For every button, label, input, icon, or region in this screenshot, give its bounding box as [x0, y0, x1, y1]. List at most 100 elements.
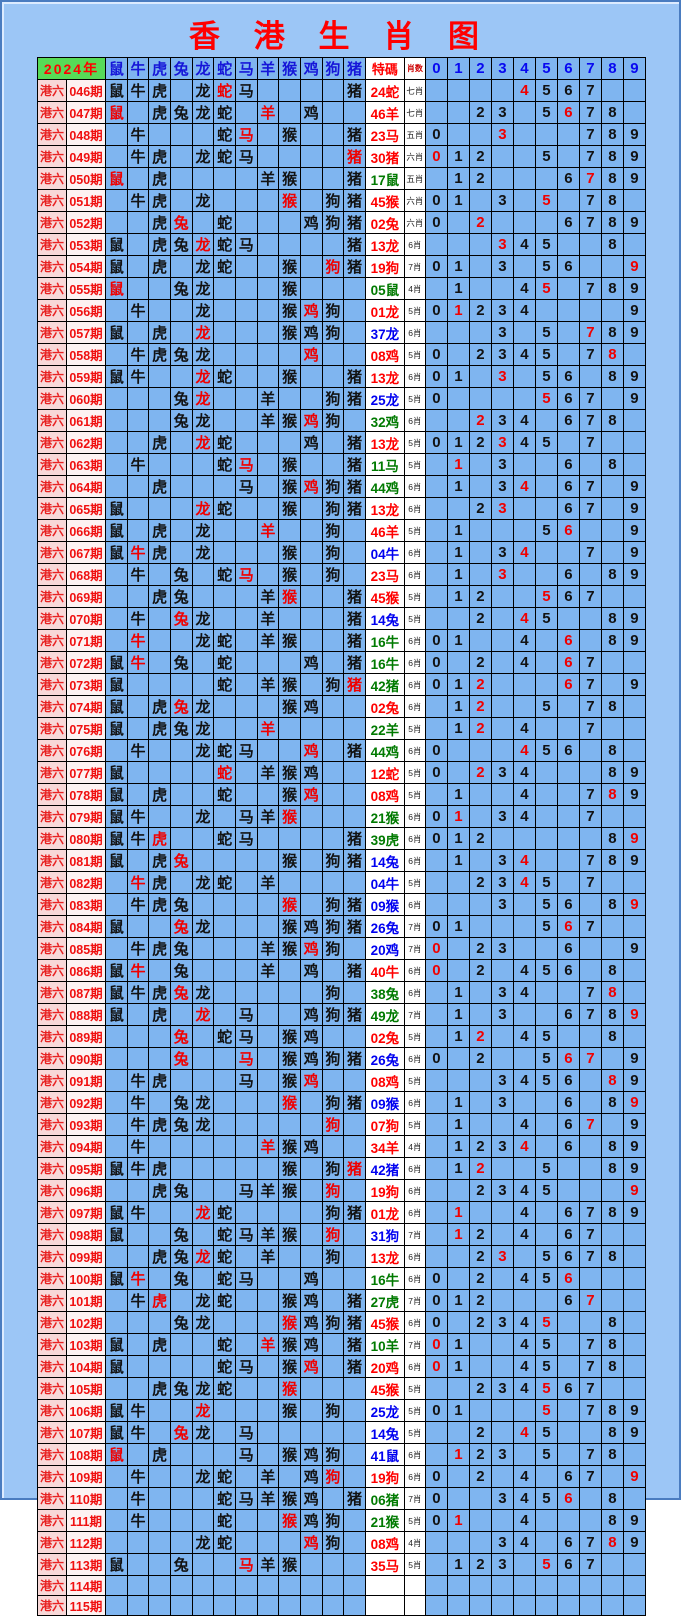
zodiac-cell-3: 兔: [169, 849, 193, 872]
digit-cell-2: 2: [468, 717, 492, 740]
digit-cell-9: 9: [622, 1201, 646, 1224]
zodiac-cell-6: 马: [234, 145, 258, 168]
digit-cell-0: 0: [424, 651, 448, 674]
zodiac-cell-8: [278, 1113, 301, 1136]
zodiac-cell-0: [105, 1135, 128, 1158]
zodiac-cell-0: 鼠: [105, 79, 128, 102]
digit-cell-1: [446, 321, 470, 344]
zodiac-cell-3: [169, 145, 193, 168]
digit-cell-4: 4: [512, 1223, 536, 1246]
table-row-082期: 港六 082期牛虎龙蛇羊 04牛 5肖 2 3 4 5 7: [37, 871, 646, 894]
zodiac-cell-9: [299, 167, 323, 190]
digit-cell-7: 7: [578, 673, 602, 696]
row-period: 091期: [66, 1069, 106, 1092]
zodiac-cell-5: [213, 167, 236, 190]
special-code-cell: 04牛: [364, 541, 405, 564]
row-period: 054期: [66, 255, 106, 278]
zodiac-cell-11: 猪: [343, 211, 366, 234]
digit-cell-8: 8: [600, 1355, 624, 1378]
digit-cell-1: [446, 1595, 470, 1616]
digit-cell-8: 8: [600, 409, 624, 432]
row-prefix: 港六: [37, 123, 67, 146]
table-row-064期: 港六 064期虎马猴鸡狗猪 44鸡 6肖 1 3 4 6 7 9: [37, 475, 646, 498]
digit-cell-8: 8: [600, 123, 624, 146]
zodiac-cell-4: 龙: [191, 915, 215, 938]
zodiac-cell-10: 狗: [321, 915, 345, 938]
digit-cell-1: 1: [446, 1333, 470, 1356]
zodiac-cell-5: [213, 1443, 236, 1466]
zodiac-cell-11: 猪: [343, 1487, 366, 1510]
digit-cell-7: 7: [578, 1465, 602, 1488]
digit-cell-2: [468, 541, 492, 564]
zodiac-cell-2: [148, 1574, 171, 1597]
digit-cell-1: [446, 739, 470, 762]
zodiac-cell-4: 龙: [191, 1377, 215, 1400]
digit-cell-2: [468, 805, 492, 828]
zodiac-cell-0: 鼠: [105, 1553, 128, 1576]
table-row-059期: 港六 059期鼠牛龙蛇猴猪 13龙 6肖 0 1 3 5 6 8 9: [37, 365, 646, 388]
digit-cell-4: 4: [512, 783, 536, 806]
digit-cell-0: 0: [424, 189, 448, 212]
zodiac-cell-2: 虎: [148, 1069, 171, 1092]
zodiac-cell-1: 牛: [126, 739, 150, 762]
row-prefix: 港六: [37, 255, 67, 278]
digit-cell-5: [534, 453, 558, 476]
zodiac-cell-8: [278, 981, 301, 1004]
digit-cell-4: [512, 1574, 536, 1597]
zodiac-count-cell: 6肖: [403, 497, 426, 520]
zodiac-cell-10: [321, 1487, 345, 1510]
zodiac-cell-0: [105, 409, 128, 432]
digit-cell-2: [468, 1069, 492, 1092]
zodiac-cell-1: [126, 673, 150, 696]
zodiac-cell-3: 兔: [169, 1047, 193, 1070]
special-code-cell: 24蛇: [364, 79, 405, 102]
digit-cell-3: 3: [490, 453, 514, 476]
row-prefix: 港六: [37, 211, 67, 234]
zodiac-header-8: 猴: [278, 57, 301, 80]
zodiac-cell-9: [299, 1377, 323, 1400]
digit-cell-5: [534, 937, 558, 960]
digit-cell-9: 9: [622, 387, 646, 410]
zodiac-cell-9: [299, 1223, 323, 1246]
digit-cell-2: [468, 233, 492, 256]
digit-cell-0: [424, 1595, 448, 1616]
zodiac-header-6: 马: [234, 57, 258, 80]
digit-cell-8: 8: [600, 761, 624, 784]
zodiac-cell-11: [343, 519, 366, 542]
zodiac-cell-1: 牛: [126, 541, 150, 564]
digit-cell-4: [512, 519, 536, 542]
zodiac-cell-4: [191, 1574, 215, 1597]
zodiac-cell-3: 兔: [169, 211, 193, 234]
digit-cell-3: 3: [490, 233, 514, 256]
zodiac-cell-7: [256, 299, 280, 322]
digit-cell-7: 7: [578, 211, 602, 234]
digit-cell-1: 1: [446, 365, 470, 388]
zodiac-cell-1: [126, 101, 150, 124]
zodiac-cell-9: [299, 717, 323, 740]
zodiac-cell-1: [126, 233, 150, 256]
zodiac-cell-6: [234, 1091, 258, 1114]
zodiac-cell-5: 蛇: [213, 1531, 236, 1554]
zodiac-cell-11: 猪: [343, 893, 366, 916]
table-row-076期: 港六 076期牛龙蛇马鸡猪 44鸡 6肖 0 4 5 6 8: [37, 739, 646, 762]
special-code-cell: 21猴: [364, 805, 405, 828]
special-code-cell: 12蛇: [364, 761, 405, 784]
digit-cell-7: 7: [578, 871, 602, 894]
digit-cell-8: 8: [600, 607, 624, 630]
digit-cell-0: [424, 1135, 448, 1158]
zodiac-cell-9: [299, 1091, 323, 1114]
digit-cell-1: [446, 123, 470, 146]
zodiac-cell-6: 马: [234, 233, 258, 256]
table-row-068期: 港六 068期牛兔蛇马猴狗 23马 6肖 1 3 6 8 9: [37, 563, 646, 586]
special-code-cell: 45猴: [364, 1377, 405, 1400]
zodiac-cell-1: 牛: [126, 1069, 150, 1092]
zodiac-cell-3: [169, 629, 193, 652]
table-row-067期: 港六 067期鼠牛虎龙猴狗 04牛 6肖 1 3 4 7 9: [37, 541, 646, 564]
zodiac-cell-4: 龙: [191, 277, 215, 300]
zodiac-cell-7: [256, 1047, 280, 1070]
zodiac-cell-7: [256, 1025, 280, 1048]
row-period: 108期: [66, 1443, 106, 1466]
digit-cell-5: 5: [534, 519, 558, 542]
zodiac-cell-2: [148, 629, 171, 652]
special-code-cell: 01龙: [364, 1201, 405, 1224]
